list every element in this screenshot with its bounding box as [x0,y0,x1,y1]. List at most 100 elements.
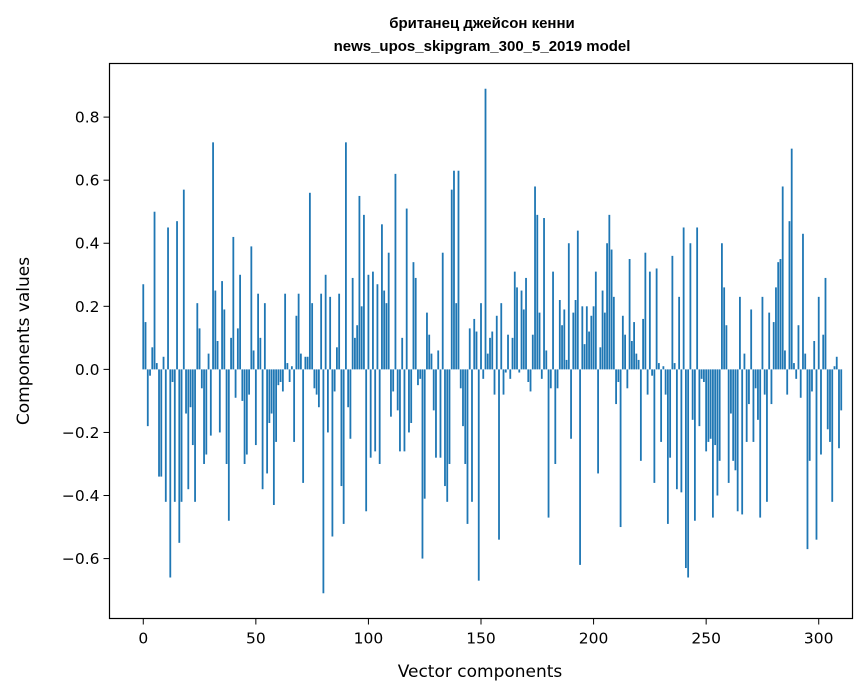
bar-component-306 [831,369,834,502]
bar-component-231 [662,366,665,370]
bar-component-257 [721,243,723,370]
bar-component-206 [606,243,608,370]
bar-component-202 [597,369,599,474]
bar-component-190 [570,369,572,439]
bar-component-247 [698,369,701,427]
bar-component-17 [180,369,183,502]
bar-component-23 [194,369,196,502]
bar-component-103 [374,369,377,452]
bar-component-290 [795,369,798,379]
bar-component-227 [653,369,656,483]
bar-component-204 [601,290,604,370]
bar-component-60 [277,369,280,386]
bar-component-254 [714,369,717,446]
x-tick-label: 150 [466,630,496,648]
x-tick-label: 200 [579,630,609,648]
bar-component-95 [356,325,359,370]
y-axis-label: Components values [14,257,34,425]
bar-component-56 [268,369,271,423]
bar-component-299 [815,369,818,540]
bar-component-249 [703,369,705,382]
bar-component-42 [236,328,239,370]
bar-component-310 [840,369,843,411]
bar-component-239 [680,369,683,493]
bar-component-97 [360,306,363,370]
bar-component-16 [178,369,181,543]
bar-component-96 [358,195,361,370]
bar-component-278 [768,312,771,370]
bar-component-137 [450,189,453,370]
chart-title-line-1: британец джейсон кенни [389,15,575,32]
bar-component-129 [432,369,435,411]
bar-component-293 [802,233,804,370]
bar-component-104 [376,284,379,370]
bar-component-170 [525,277,527,370]
bar-component-300 [817,296,820,370]
bar-component-102 [372,271,374,370]
bar-component-55 [266,369,269,474]
bar-component-224 [646,369,649,395]
bar-component-308 [835,356,838,370]
bar-component-186 [561,325,563,370]
bar-component-207 [608,214,611,370]
bar-component-150 [480,303,482,370]
bar-component-269 [748,369,750,405]
bar-component-21 [189,369,192,408]
bar-component-149 [477,369,480,581]
bar-component-181 [549,369,552,389]
bar-component-301 [820,369,822,455]
bar-component-307 [833,366,836,370]
bar-component-35 [221,281,223,370]
bar-component-246 [696,227,699,370]
bar-component-195 [581,306,584,370]
bar-component-121 [414,277,417,370]
bar-component-183 [554,369,557,464]
bar-component-280 [772,322,775,370]
bar-component-270 [750,309,753,370]
bar-component-229 [657,363,660,370]
bar-component-82 [327,369,329,433]
bar-component-126 [426,312,428,370]
bar-component-179 [545,350,548,370]
x-tick-label: 300 [804,630,834,648]
bar-component-162 [507,334,509,370]
bar-component-154 [489,337,491,370]
bar-component-1 [144,322,147,370]
bar-component-281 [775,287,777,370]
y-tick-label: 0.0 [75,361,100,379]
bar-component-217 [630,341,633,370]
bar-component-205 [603,312,606,370]
bar-component-262 [732,369,735,461]
bar-component-133 [441,252,444,370]
bar-component-48 [250,246,253,370]
bar-component-225 [648,271,651,370]
bar-component-261 [730,369,732,414]
bar-component-268 [745,369,748,442]
bar-component-283 [779,259,782,370]
bar-component-140 [457,170,460,370]
y-tick-label: 0.2 [75,298,100,316]
x-tick-label: 100 [354,630,384,648]
bar-component-80 [322,369,325,594]
y-tick-label: 0.4 [75,235,100,253]
bar-component-49 [252,350,255,370]
bar-component-130 [435,369,437,458]
bar-component-128 [430,353,433,370]
bar-component-116 [403,369,406,452]
bar-component-185 [558,300,561,370]
bar-component-34 [218,369,221,433]
bar-component-146 [471,369,473,502]
bar-component-291 [797,325,800,370]
x-tick-label: 0 [138,630,148,648]
bar-component-197 [585,306,588,370]
bar-component-211 [617,369,620,382]
bar-component-5 [153,211,156,370]
bar-component-8 [160,369,163,477]
bar-component-145 [468,328,471,370]
bar-component-174 [534,186,536,370]
bar-component-54 [263,303,266,370]
bar-component-131 [437,350,440,370]
bar-component-86 [336,347,338,370]
bar-component-298 [813,341,816,370]
